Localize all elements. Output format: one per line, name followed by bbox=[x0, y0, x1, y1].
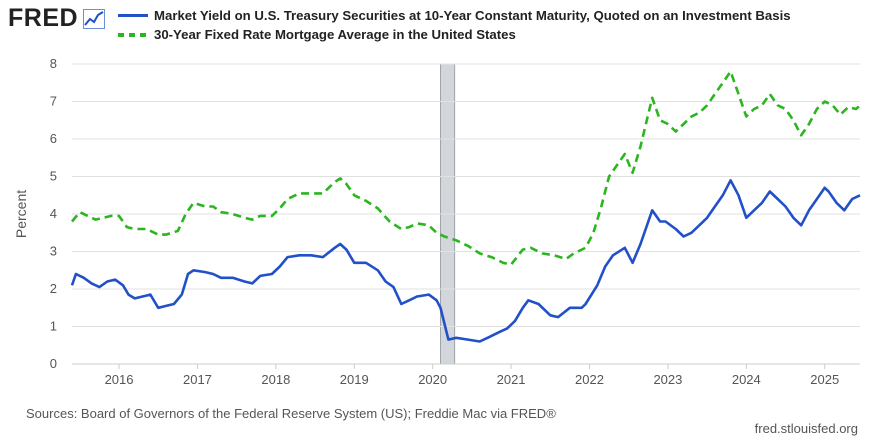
line-chart: 0 1 2 3 4 5 6 7 8 2016 2017 2018 2019 2020 2021 2022 20… bbox=[13, 56, 861, 387]
x-tick-label: 2022 bbox=[575, 372, 604, 387]
x-tick-label: 2023 bbox=[653, 372, 682, 387]
x-tick-label: 2016 bbox=[105, 372, 134, 387]
y-tick-label: 1 bbox=[50, 319, 57, 334]
y-tick-label: 0 bbox=[50, 356, 57, 371]
legend-swatch-dashed bbox=[118, 32, 148, 37]
legend-item-treasury: Market Yield on U.S. Treasury Securities… bbox=[118, 6, 791, 25]
sources-note: Sources: Board of Governors of the Feder… bbox=[26, 406, 556, 421]
series-line-mortgage-30y bbox=[70, 70, 861, 266]
y-tick-label: 8 bbox=[50, 56, 57, 71]
chart-legend: Market Yield on U.S. Treasury Securities… bbox=[118, 6, 791, 44]
line-chart-icon bbox=[83, 8, 106, 29]
x-tick-label: 2021 bbox=[497, 372, 526, 387]
legend-swatch-solid bbox=[118, 14, 148, 17]
x-tick-label: 2025 bbox=[810, 372, 839, 387]
legend-item-mortgage: 30-Year Fixed Rate Mortgage Average in t… bbox=[118, 25, 791, 44]
legend-label-treasury: Market Yield on U.S. Treasury Securities… bbox=[154, 8, 791, 23]
y-tick-label: 4 bbox=[50, 206, 57, 221]
x-tick-label: 2024 bbox=[732, 372, 761, 387]
y-tick-label: 7 bbox=[50, 94, 57, 109]
y-tick-label: 6 bbox=[50, 131, 57, 146]
x-tick-label: 2017 bbox=[183, 372, 212, 387]
y-tick-label: 2 bbox=[50, 281, 57, 296]
chart-header: FRED Market Yield on U.S. Treasury Secur… bbox=[0, 0, 880, 52]
legend-label-mortgage: 30-Year Fixed Rate Mortgage Average in t… bbox=[154, 27, 516, 42]
logo-text: FRED bbox=[8, 4, 79, 32]
y-tick-label: 3 bbox=[50, 244, 57, 259]
y-tick-label: 5 bbox=[50, 169, 57, 184]
x-tick-label: 2020 bbox=[418, 372, 447, 387]
x-tick-label: 2019 bbox=[340, 372, 369, 387]
x-tick-label: 2018 bbox=[261, 372, 290, 387]
series-line-treasury-10y bbox=[70, 179, 861, 343]
site-link[interactable]: fred.stlouisfed.org bbox=[754, 421, 858, 436]
fred-logo[interactable]: FRED bbox=[8, 4, 106, 32]
y-axis-label: Percent bbox=[13, 190, 29, 238]
